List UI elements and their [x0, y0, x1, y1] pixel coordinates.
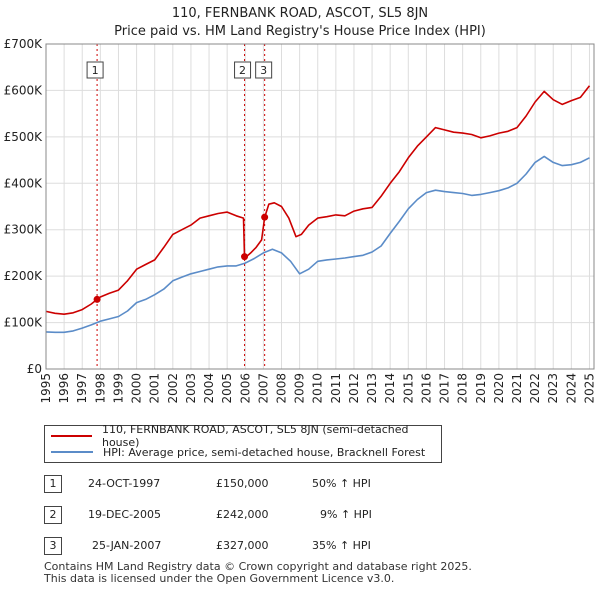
transaction-hpi: 35% ↑ HPI — [312, 539, 371, 552]
legend-label-hpi: HPI: Average price, semi-detached house,… — [103, 445, 426, 459]
y-tick-label: £600K — [4, 83, 44, 97]
y-tick-label: £500K — [4, 130, 44, 144]
transaction-date: 24-OCT-1997 — [88, 477, 161, 490]
x-tick-label: 2013 — [365, 373, 379, 404]
legend-item-property: 110, FERNBANK ROAD, ASCOT, SL5 8JN (semi… — [51, 423, 441, 449]
x-tick-label: 2002 — [166, 373, 180, 404]
transaction-hpi: 9% ↑ HPI — [320, 508, 372, 521]
x-tick-label: 2025 — [582, 373, 596, 404]
y-tick-label: £700K — [4, 37, 44, 51]
transaction-price: £242,000 — [216, 508, 269, 521]
x-tick-label: 1997 — [75, 373, 89, 404]
chart-legend: 110, FERNBANK ROAD, ASCOT, SL5 8JN (semi… — [44, 423, 442, 463]
sale-point — [261, 213, 269, 221]
y-tick-label: £100K — [4, 316, 44, 330]
transaction-number: 1 — [44, 475, 62, 493]
chart-subtitle: Price paid vs. HM Land Registry's House … — [114, 24, 486, 39]
x-tick-label: 2012 — [347, 373, 361, 404]
x-tick-label: 1995 — [39, 373, 53, 404]
legend-swatch-blue — [51, 451, 93, 453]
x-tick-label: 1999 — [111, 373, 125, 404]
legend-label-property: 110, FERNBANK ROAD, ASCOT, SL5 8JN (semi… — [101, 423, 409, 449]
x-tick-label: 2019 — [474, 373, 488, 404]
x-tick-label: 2014 — [383, 373, 397, 404]
transaction-number: 2 — [44, 506, 62, 524]
transaction-marker-label: 1 — [92, 64, 99, 77]
y-tick-label: £300K — [4, 223, 44, 237]
x-tick-label: 2003 — [184, 373, 198, 404]
x-tick-label: 2008 — [275, 373, 289, 404]
transaction-marker-box — [234, 61, 252, 79]
x-tick-label: 2007 — [256, 373, 270, 404]
footer: Contains HM Land Registry data © Crown c… — [44, 561, 472, 585]
transaction-marker-box — [86, 61, 104, 79]
transaction-marker-label: 3 — [260, 64, 267, 77]
transaction-date: 19-DEC-2005 — [88, 508, 162, 521]
sale-point — [93, 295, 101, 303]
x-tick-label: 2022 — [528, 373, 542, 404]
series-line — [45, 85, 591, 316]
x-tick-label: 2005 — [220, 373, 234, 404]
x-tick-label: 2016 — [419, 373, 433, 404]
series-line — [45, 155, 590, 334]
transaction-number: 3 — [44, 537, 62, 555]
legend-item-hpi: HPI: Average price, semi-detached house,… — [51, 444, 425, 460]
x-tick-label: 1998 — [93, 373, 107, 404]
chart-title: 110, FERNBANK ROAD, ASCOT, SL5 8JN — [171, 6, 429, 21]
footer-licence: This data is licensed under the Open Gov… — [44, 572, 395, 585]
transaction-price: £327,000 — [216, 539, 269, 552]
legend-swatch-red — [51, 435, 92, 437]
x-tick-label: 1996 — [57, 373, 71, 404]
x-tick-label: 2009 — [293, 373, 307, 404]
transaction-price: £150,000 — [216, 477, 269, 490]
transaction-marker-box — [255, 61, 273, 79]
x-tick-label: 2021 — [510, 373, 524, 404]
plot-border — [45, 43, 595, 370]
price-chart: £0 £100K £200K £300K £400K £500K £600K £700K 199… — [4, 37, 597, 404]
footer-copyright: Contains HM Land Registry data © Crown c… — [44, 560, 472, 573]
transaction-marker-label: 2 — [239, 64, 246, 77]
sale-point — [241, 253, 249, 261]
x-tick-label: 2017 — [438, 373, 452, 404]
x-tick-label: 2011 — [329, 373, 343, 404]
y-tick-label: £200K — [4, 269, 44, 283]
plot-area — [46, 44, 594, 369]
x-tick-label: 2024 — [564, 373, 578, 404]
x-tick-label: 2020 — [492, 373, 506, 404]
y-tick-label: £0 — [27, 362, 42, 376]
x-tick-label: 2000 — [130, 373, 144, 404]
x-tick-label: 2023 — [546, 373, 560, 404]
x-tick-label: 2001 — [148, 373, 162, 404]
x-tick-label: 2006 — [238, 373, 252, 404]
transaction-date: 25-JAN-2007 — [92, 539, 162, 552]
x-tick-label: 2018 — [456, 373, 470, 404]
x-tick-label: 2010 — [311, 373, 325, 404]
y-tick-label: £400K — [4, 176, 44, 190]
transaction-hpi: 50% ↑ HPI — [312, 477, 371, 490]
x-tick-label: 2015 — [401, 373, 415, 404]
x-tick-label: 2004 — [202, 373, 216, 404]
